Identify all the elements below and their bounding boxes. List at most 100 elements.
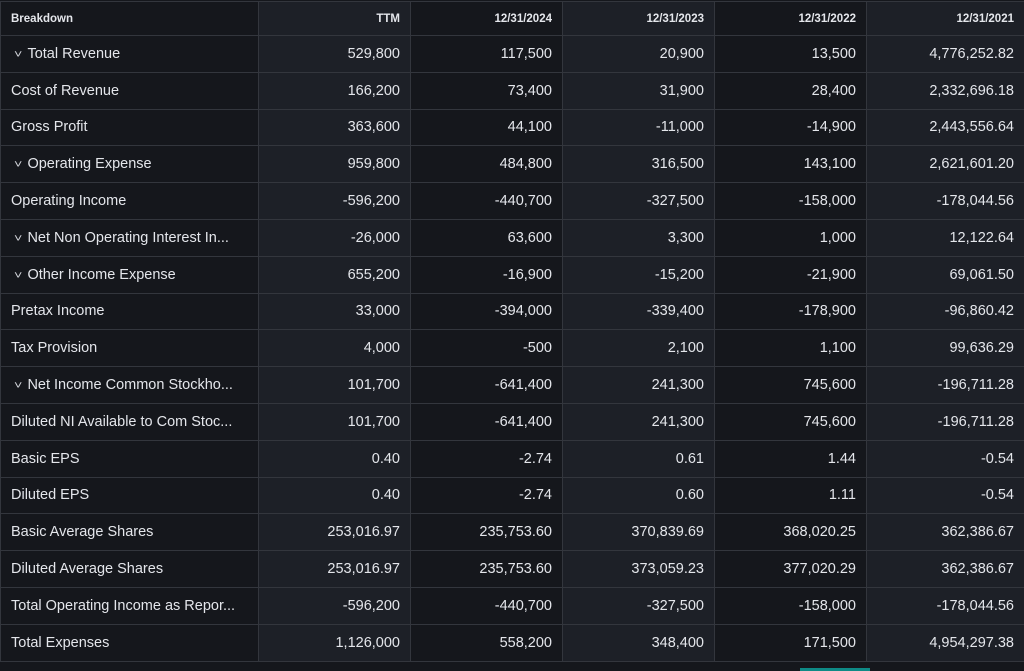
cell-value: -178,044.56 bbox=[866, 182, 1024, 220]
table-row: Diluted Average Shares 253,016.97 235,753.… bbox=[0, 550, 1024, 588]
cell-value: -15,200 bbox=[562, 255, 715, 294]
cell-value: -158,000 bbox=[714, 586, 867, 625]
table-row: Basic EPS 0.40 -2.74 0.61 1.44 -0.54 bbox=[0, 439, 1024, 478]
row-label-text: Gross Profit bbox=[11, 119, 88, 136]
chevron-down-icon[interactable]: ˅ bbox=[14, 232, 23, 245]
cell-value: 373,059.23 bbox=[562, 550, 715, 588]
row-label-text: Basic Average Shares bbox=[11, 524, 154, 541]
cell-value: 0.40 bbox=[258, 476, 411, 515]
cell-value: 101,700 bbox=[258, 366, 411, 404]
row-label[interactable]: ˅ Net Income Common Stockho... bbox=[0, 366, 259, 404]
cell-value: 4,000 bbox=[258, 329, 411, 368]
cell-value: 20,900 bbox=[562, 35, 715, 73]
row-label: Tax Provision bbox=[0, 329, 259, 368]
column-header-period: 12/31/2023 bbox=[562, 1, 715, 36]
header-row: Breakdown TTM 12/31/2024 12/31/2023 12/31/20… bbox=[0, 1, 1024, 36]
row-label-text: Basic EPS bbox=[11, 450, 80, 467]
cell-value: 0.40 bbox=[258, 439, 411, 478]
row-label[interactable]: ˅ Operating Expense bbox=[0, 145, 259, 184]
cell-value: 529,800 bbox=[258, 35, 411, 73]
cell-value: -0.54 bbox=[866, 439, 1024, 478]
row-label-text: Total Operating Income as Repor... bbox=[11, 597, 236, 614]
cell-value: 171,500 bbox=[714, 623, 867, 662]
table-row: ˅ Net Income Common Stockho... 101,700 -641… bbox=[0, 366, 1024, 404]
cell-value: -14,900 bbox=[714, 108, 867, 147]
column-header-period: 12/31/2022 bbox=[714, 1, 867, 36]
cell-value: -641,400 bbox=[410, 366, 563, 404]
row-label: Basic Average Shares bbox=[0, 513, 259, 552]
cell-value: -327,500 bbox=[562, 586, 715, 625]
cell-value: -21,900 bbox=[714, 255, 867, 294]
cell-value: 117,500 bbox=[410, 35, 563, 73]
chevron-down-icon[interactable]: ˅ bbox=[14, 269, 23, 282]
cell-value: 101,700 bbox=[258, 402, 411, 441]
cell-value: 241,300 bbox=[562, 402, 715, 441]
cell-value: 44,100 bbox=[410, 108, 563, 147]
cell-value: -16,900 bbox=[410, 255, 563, 294]
cell-value: 28,400 bbox=[714, 71, 867, 110]
cell-value: -158,000 bbox=[714, 182, 867, 220]
cell-value: -440,700 bbox=[410, 182, 563, 220]
table-row: Operating Income -596,200 -440,700 -327,500… bbox=[0, 182, 1024, 220]
cell-value: -0.54 bbox=[866, 476, 1024, 515]
cell-value: -440,700 bbox=[410, 586, 563, 625]
row-label-text: Diluted NI Available to Com Stoc... bbox=[11, 413, 233, 430]
chevron-down-icon[interactable]: ˅ bbox=[14, 48, 23, 61]
scroll-indicator[interactable] bbox=[800, 668, 870, 671]
row-label-text: Other Income Expense bbox=[27, 266, 176, 283]
cell-value: 143,100 bbox=[714, 145, 867, 184]
cell-value: 370,839.69 bbox=[562, 513, 715, 552]
cell-value: 33,000 bbox=[258, 292, 411, 331]
row-label[interactable]: ˅ Other Income Expense bbox=[0, 255, 259, 294]
cell-value: 368,020.25 bbox=[714, 513, 867, 552]
cell-value: 1,126,000 bbox=[258, 623, 411, 662]
cell-value: 959,800 bbox=[258, 145, 411, 184]
cell-value: 235,753.60 bbox=[410, 513, 563, 552]
row-label[interactable]: ˅ Net Non Operating Interest In... bbox=[0, 218, 259, 257]
row-label: Total Expenses bbox=[0, 623, 259, 662]
table-row: Basic Average Shares 253,016.97 235,753.60… bbox=[0, 513, 1024, 552]
cell-value: 4,776,252.82 bbox=[866, 35, 1024, 73]
table-row: Tax Provision 4,000 -500 2,100 1,100 99,636.2… bbox=[0, 329, 1024, 368]
chevron-down-icon[interactable]: ˅ bbox=[14, 380, 23, 393]
cell-value: 745,600 bbox=[714, 366, 867, 404]
cell-value: -641,400 bbox=[410, 402, 563, 441]
cell-value: 235,753.60 bbox=[410, 550, 563, 588]
cell-value: 316,500 bbox=[562, 145, 715, 184]
row-label-text: Net Income Common Stockho... bbox=[27, 377, 233, 394]
row-label: Diluted EPS bbox=[0, 476, 259, 515]
table-row: Pretax Income 33,000 -394,000 -339,400 -178,… bbox=[0, 292, 1024, 331]
cell-value: -96,860.42 bbox=[866, 292, 1024, 331]
cell-value: 1,000 bbox=[714, 218, 867, 257]
row-label-text: Operating Expense bbox=[27, 156, 152, 173]
row-label-text: Cost of Revenue bbox=[11, 82, 120, 99]
row-label: Pretax Income bbox=[0, 292, 259, 331]
cell-value: 2,332,696.18 bbox=[866, 71, 1024, 110]
cell-value: 363,600 bbox=[258, 108, 411, 147]
cell-value: 1,100 bbox=[714, 329, 867, 368]
row-label[interactable]: ˅ Total Revenue bbox=[0, 35, 259, 73]
row-label: Gross Profit bbox=[0, 108, 259, 147]
cell-value: -394,000 bbox=[410, 292, 563, 331]
table-row: Total Expenses 1,126,000 558,200 348,400 171… bbox=[0, 623, 1024, 662]
row-label-text: Net Non Operating Interest In... bbox=[27, 229, 229, 246]
cell-value: -2.74 bbox=[410, 439, 563, 478]
cell-value: 31,900 bbox=[562, 71, 715, 110]
table-row: Gross Profit 363,600 44,100 -11,000 -14,900 2… bbox=[0, 108, 1024, 147]
row-label: Total Operating Income as Repor... bbox=[0, 586, 259, 625]
row-label: Diluted NI Available to Com Stoc... bbox=[0, 402, 259, 441]
table-row: Cost of Revenue 166,200 73,400 31,900 28,400… bbox=[0, 71, 1024, 110]
table-row: ˅ Net Non Operating Interest In... -26,000… bbox=[0, 218, 1024, 257]
cell-value: 0.60 bbox=[562, 476, 715, 515]
column-header-period: 12/31/2024 bbox=[410, 1, 563, 36]
cell-value: 69,061.50 bbox=[866, 255, 1024, 294]
cell-value: -196,711.28 bbox=[866, 366, 1024, 404]
cell-value: 2,621,601.20 bbox=[866, 145, 1024, 184]
row-label-text: Total Expenses bbox=[11, 634, 110, 651]
chevron-down-icon[interactable]: ˅ bbox=[14, 159, 23, 172]
table-row: ˅ Other Income Expense 655,200 -16,900 -15,2… bbox=[0, 255, 1024, 294]
cell-value: -339,400 bbox=[562, 292, 715, 331]
table-row: ˅ Operating Expense 959,800 484,800 316,500 1… bbox=[0, 145, 1024, 184]
cell-value: -2.74 bbox=[410, 476, 563, 515]
